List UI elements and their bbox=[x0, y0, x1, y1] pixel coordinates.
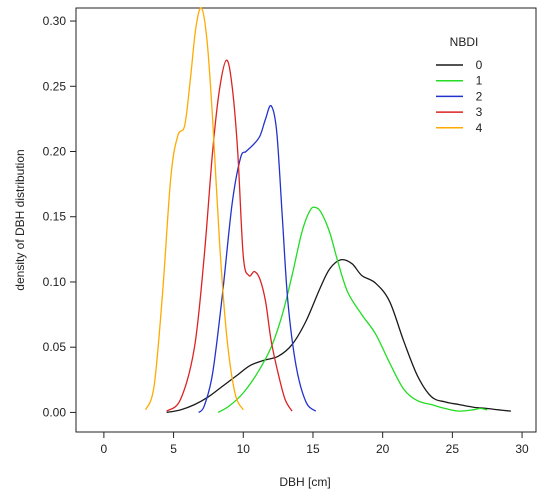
y-axis-title: density of DBH distribution bbox=[13, 149, 27, 290]
x-axis: 0 5 10 15 20 25 30 bbox=[101, 432, 529, 456]
x-tick-label: 15 bbox=[306, 442, 320, 456]
legend-title: NBDI bbox=[450, 35, 479, 49]
y-tick-label: 0.25 bbox=[43, 79, 67, 93]
y-tick-label: 0.15 bbox=[43, 210, 67, 224]
y-tick-label: 0.00 bbox=[43, 405, 67, 419]
x-tick-label: 30 bbox=[515, 442, 529, 456]
y-tick-label: 0.20 bbox=[43, 145, 67, 159]
x-tick-label: 20 bbox=[376, 442, 390, 456]
series-lines bbox=[145, 7, 511, 414]
legend: NBDI 0 12 3 4 bbox=[436, 35, 483, 135]
legend-label-4: 4 bbox=[476, 121, 483, 135]
series-line-0 bbox=[166, 258, 511, 414]
x-tick-label: 25 bbox=[446, 442, 460, 456]
legend-label-1: 1 bbox=[476, 74, 483, 88]
series-line-4 bbox=[145, 7, 244, 411]
x-tick-label: 10 bbox=[237, 442, 251, 456]
legend-label-0: 0 bbox=[476, 58, 483, 72]
y-tick-label: 0.10 bbox=[43, 275, 67, 289]
x-tick-label: 0 bbox=[101, 442, 108, 456]
y-tick-label: 0.30 bbox=[43, 14, 67, 28]
x-tick-label: 5 bbox=[170, 442, 177, 456]
legend-label-3: 3 bbox=[476, 105, 483, 119]
y-tick-label: 0.05 bbox=[43, 340, 67, 354]
y-axis: 0.00 0.05 0.10 0.15 0.20 0.25 0.30 bbox=[43, 14, 76, 419]
series-line-1 bbox=[217, 206, 488, 413]
series-line-2 bbox=[198, 104, 317, 413]
x-axis-title: DBH [cm] bbox=[279, 475, 330, 489]
plot-frame bbox=[75, 7, 537, 433]
series-line-3 bbox=[166, 59, 293, 412]
legend-label-2: 2 bbox=[476, 89, 483, 103]
